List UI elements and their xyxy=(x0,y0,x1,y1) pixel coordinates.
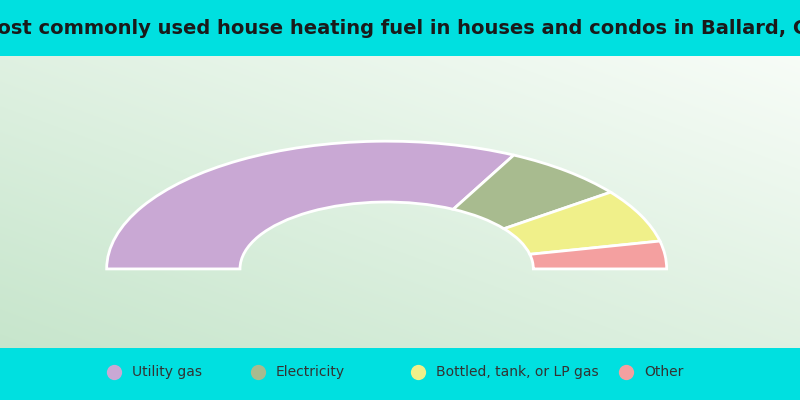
Wedge shape xyxy=(504,192,660,254)
Wedge shape xyxy=(530,241,666,269)
Text: Other: Other xyxy=(644,365,683,379)
Wedge shape xyxy=(106,141,514,269)
Text: Utility gas: Utility gas xyxy=(132,365,202,379)
Wedge shape xyxy=(454,155,610,229)
Text: Bottled, tank, or LP gas: Bottled, tank, or LP gas xyxy=(436,365,598,379)
Text: Electricity: Electricity xyxy=(276,365,345,379)
Text: Most commonly used house heating fuel in houses and condos in Ballard, CA: Most commonly used house heating fuel in… xyxy=(0,18,800,38)
